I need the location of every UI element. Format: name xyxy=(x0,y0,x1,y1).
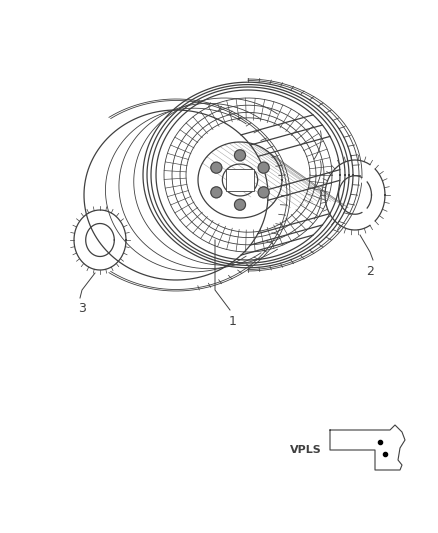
Text: 1: 1 xyxy=(229,315,237,328)
Circle shape xyxy=(258,187,269,198)
Circle shape xyxy=(234,150,246,161)
FancyBboxPatch shape xyxy=(226,169,254,191)
Text: VPLS: VPLS xyxy=(290,445,322,455)
Text: 3: 3 xyxy=(78,302,86,315)
Circle shape xyxy=(234,199,246,210)
Text: 2: 2 xyxy=(366,265,374,278)
Circle shape xyxy=(211,187,222,198)
Circle shape xyxy=(211,162,222,173)
Circle shape xyxy=(258,162,269,173)
